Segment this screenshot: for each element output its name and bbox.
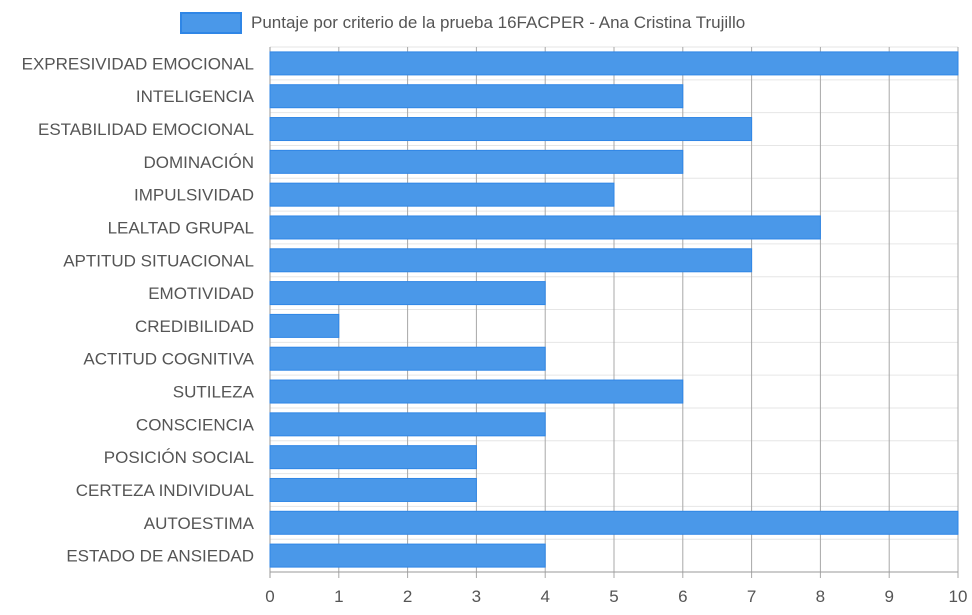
category-label: DOMINACIÓN (144, 153, 255, 172)
legend-label: Puntaje por criterio de la prueba 16FACP… (251, 13, 745, 32)
legend-swatch (180, 12, 242, 34)
bars (269, 51, 959, 568)
category-label: ESTABILIDAD EMOCIONAL (38, 120, 254, 139)
category-label: ESTADO DE ANSIEDAD (66, 547, 254, 566)
bar[interactable] (269, 84, 684, 109)
category-label: CERTEZA INDIVIDUAL (76, 481, 254, 500)
category-label: LEALTAD GRUPAL (108, 218, 254, 237)
x-tick-label: 10 (949, 587, 968, 606)
grid (269, 46, 959, 578)
y-axis-labels: EXPRESIVIDAD EMOCIONAL INTELIGENCIA ESTABI… (22, 54, 255, 565)
bar[interactable] (269, 51, 959, 76)
bar[interactable] (269, 182, 615, 207)
category-label: EXPRESIVIDAD EMOCIONAL (22, 54, 254, 73)
category-label: ACTITUD COGNITIVA (83, 350, 254, 369)
category-label: CREDIBILIDAD (135, 317, 254, 336)
bar[interactable] (269, 510, 959, 535)
category-label: SUTILEZA (173, 383, 255, 402)
x-tick-label: 9 (884, 587, 893, 606)
x-tick-label: 6 (678, 587, 687, 606)
x-tick-label: 7 (747, 587, 756, 606)
bar[interactable] (269, 379, 684, 404)
category-label: AUTOESTIMA (144, 514, 255, 533)
category-label: APTITUD SITUACIONAL (63, 251, 254, 270)
bar[interactable] (269, 215, 821, 240)
x-tick-label: 5 (609, 587, 618, 606)
bar[interactable] (269, 477, 477, 502)
legend[interactable]: Puntaje por criterio de la prueba 16FACP… (180, 12, 745, 34)
bar[interactable] (269, 346, 546, 371)
x-tick-label: 4 (540, 587, 549, 606)
bar[interactable] (269, 313, 340, 338)
category-label: CONSCIENCIA (136, 415, 255, 434)
category-label: EMOTIVIDAD (148, 284, 254, 303)
bar[interactable] (269, 248, 753, 273)
x-tick-label: 1 (334, 587, 343, 606)
x-tick-label: 3 (472, 587, 481, 606)
x-axis-labels: 0 1 2 3 4 5 6 7 8 9 10 (265, 587, 967, 606)
bar[interactable] (269, 412, 546, 437)
bar[interactable] (269, 149, 684, 174)
category-label: POSICIÓN SOCIAL (104, 448, 254, 467)
category-label: INTELIGENCIA (136, 87, 255, 106)
bar[interactable] (269, 543, 546, 568)
x-tick-label: 0 (265, 587, 274, 606)
bar[interactable] (269, 281, 546, 306)
category-label: IMPULSIVIDAD (134, 186, 254, 205)
x-tick-label: 8 (816, 587, 825, 606)
x-tick-label: 2 (403, 587, 412, 606)
bar[interactable] (269, 445, 477, 470)
bar[interactable] (269, 117, 753, 142)
